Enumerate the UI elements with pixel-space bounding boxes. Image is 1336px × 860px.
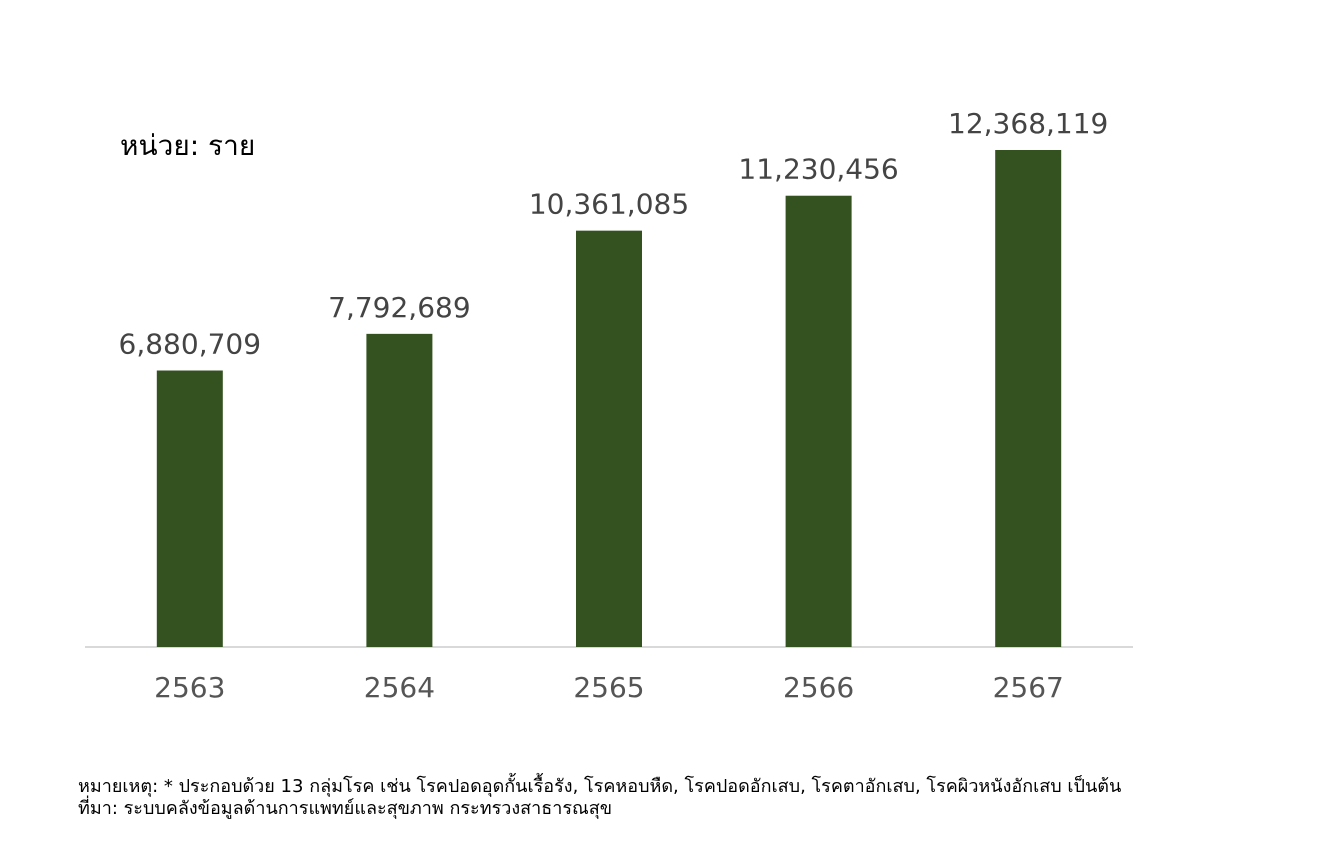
x-tick-label-2566: 2566 [783,671,854,704]
bar-2567 [995,150,1062,647]
remark-note: หมายเหตุ: * ประกอบด้วย 13 กลุ่มโรค เช่น … [78,776,1122,797]
unit-label: หน่วย: ราย [120,129,256,162]
data-label-2564: 7,792,689 [328,291,471,324]
data-label-2563: 6,880,709 [119,328,262,361]
x-tick-label-2565: 2565 [573,671,644,704]
footnotes: หมายเหตุ: * ประกอบด้วย 13 กลุ่มโรค เช่น … [78,776,1308,820]
bar-2564 [366,333,433,647]
bar-chart: 6,880,709 2563 7,792,689 2564 10,361,085 2565… [85,107,1133,704]
x-tick-label-2567: 2567 [993,671,1064,704]
data-label-2566: 11,230,456 [738,153,898,186]
data-label-2567: 12,368,119 [948,107,1108,140]
x-tick-label-2564: 2564 [364,671,435,704]
x-tick-label-2563: 2563 [154,671,225,704]
data-label-2565: 10,361,085 [529,188,689,221]
bar-2566 [785,195,852,647]
source-note: ที่มา: ระบบคลังข้อมูลด้านการแพทย์และสุขภ… [78,798,612,819]
bar-2565 [576,230,642,647]
bar-2563 [156,370,223,647]
